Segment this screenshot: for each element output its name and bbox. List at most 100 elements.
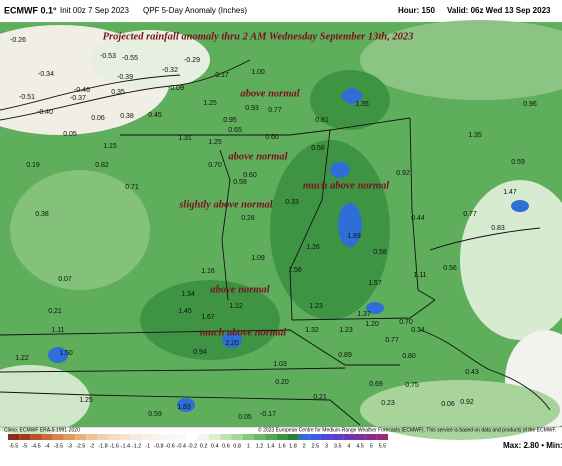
rain-value: 0.07 [58,276,72,283]
rain-value: 0.93 [245,105,259,112]
rain-value: 0.77 [463,211,477,218]
colorbar-swatch [209,434,221,440]
rain-value: 0.20 [275,379,289,386]
colorbar-label: 3.5 [334,443,342,449]
colorbar-swatch [97,434,109,440]
rain-value: -0.51 [19,94,35,101]
colorbar-label: -0.2 [188,443,197,449]
rain-value: 1.89 [347,233,361,240]
colorbar-swatch [19,434,31,440]
colorbar-swatch [175,434,187,440]
rain-value: 0.70 [208,162,222,169]
colorbar-swatch [108,434,120,440]
rain-value: 0.45 [148,112,162,119]
colorbar-label: 5.5 [379,443,387,449]
colorbar-label: -2 [89,443,94,449]
colorbar-label: -1.6 [109,443,118,449]
colorbar-label: -0.4 [176,443,185,449]
colorbar-label: 2.5 [312,443,320,449]
rain-value: 0.60 [265,134,279,141]
rain-value: 0.23 [381,400,395,407]
rain-value: 1.25 [203,100,217,107]
rain-value: 0.05 [63,131,77,138]
rain-value: 0.34 [411,327,425,334]
colorbar-label: -1.2 [132,443,141,449]
rain-value: 0.95 [223,117,237,124]
colorbar-swatch [298,434,310,440]
colorbar-swatch [320,434,333,440]
rain-value: 0.77 [385,337,399,344]
colorbar-label: 0.2 [200,443,208,449]
rain-value: 1.22 [15,355,29,362]
rain-value: -0.55 [122,55,138,62]
hour: Hour: 150 [398,6,435,15]
colorbar-label: -3 [67,443,72,449]
rain-value: -0.32 [162,67,178,74]
colorbar-swatch [63,434,76,440]
annotation: much above normal [303,180,389,191]
rain-value: 0.70 [399,319,413,326]
colorbar-label: 0.6 [222,443,230,449]
model: ECMWF 0.1° [4,5,57,15]
rain-value: -0.39 [117,74,133,81]
rain-value: 0.21 [48,308,62,315]
rain-value: 0.59 [148,411,162,418]
colorbar-swatch [30,434,42,440]
rain-value: 1.16 [201,268,215,275]
rain-value: 0.94 [193,349,207,356]
rain-value: 1.11 [413,272,426,279]
rain-value: 1.34 [181,291,195,298]
colorbar-swatch [142,434,154,440]
colorbar-label: -1 [145,443,150,449]
colorbar-swatch [365,434,377,440]
colorbar-swatch [186,434,198,440]
rain-value: 0.35 [111,89,125,96]
annotation: above normal [228,151,287,162]
rain-value: -0.29 [184,57,200,64]
rain-value: -0.09 [168,85,184,92]
colorbar-label: 5 [370,443,373,449]
rain-value: -0.34 [38,71,54,78]
colorbar-label: -3.5 [54,443,63,449]
rain-value: -0.46 [74,87,90,94]
colorbar-swatch [354,434,366,440]
colorbar-swatch [231,434,243,440]
rain-value: 0.77 [268,107,282,114]
colorbar-swatch [8,434,20,440]
init: Init 00z 7 Sep 2023 [60,6,129,15]
colorbar-label: -0.8 [154,443,163,449]
rain-value: 1.03 [273,361,287,368]
rain-value: 1.09 [251,255,265,262]
rain-value: 1.23 [309,303,323,310]
colorbar-label: 1.4 [267,443,275,449]
rain-value: 0.80 [402,353,416,360]
colorbar-label: 2 [303,443,306,449]
colorbar-label: 1 [247,443,250,449]
rain-value: 0.56 [443,265,457,272]
colorbar-swatch [164,434,176,440]
rain-value: 1.35 [468,132,482,139]
colorbar-label: 3 [325,443,328,449]
colorbar-label: 1.6 [278,443,286,449]
rain-value: 0.92 [396,170,410,177]
rain-value: 0.21 [313,394,327,401]
rain-value: 0.81 [315,117,329,124]
colorbar-swatch [309,434,321,440]
colorbar-swatch [86,434,98,440]
rain-value: 0.96 [523,101,537,108]
annotation: above normal [210,284,269,295]
rain-value: 1.56 [288,267,302,274]
colorbar-label: -2.5 [76,443,85,449]
rain-value: 0.92 [460,399,474,406]
rain-value: 0.60 [243,172,257,179]
rain-value: 1.47 [503,189,517,196]
rain-value: -0.53 [100,53,116,60]
rain-value: -0.17 [260,411,276,418]
copyright: © 2023 European Centre for Medium-Range … [258,426,556,433]
colorbar-swatch [153,434,165,440]
rain-value: 1.11 [51,327,64,334]
colorbar: -5.5 -5 -4.5 -4 -3.5 -3 -2.5 -2 -1.8 -1.6 -1.4 -1.2… [8,434,388,449]
colorbar-label: -0.6 [165,443,174,449]
colorbar-label: -1.4 [121,443,130,449]
